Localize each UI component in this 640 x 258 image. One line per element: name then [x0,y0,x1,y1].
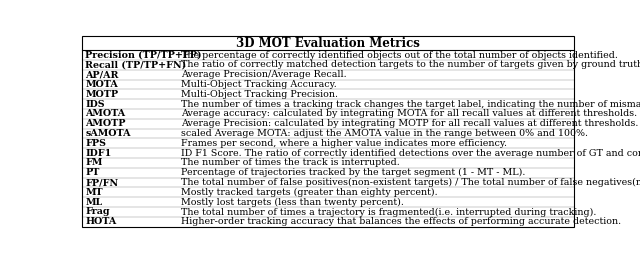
Text: Percentage of trajectories tracked by the target segment (1 - MT - ML).: Percentage of trajectories tracked by th… [181,168,525,177]
Text: AMOTA: AMOTA [86,109,125,118]
Text: The total number of false positives(non-existent targets) / The total number of : The total number of false positives(non-… [181,178,640,187]
Text: IDS: IDS [86,100,105,109]
Text: Precision (TP/TP+FP): Precision (TP/TP+FP) [86,51,202,60]
Text: MOTP: MOTP [86,90,118,99]
Text: Multi-Object Tracking Precision.: Multi-Object Tracking Precision. [181,90,338,99]
Text: MOTA: MOTA [86,80,118,89]
Text: The number of times a tracking track changes the target label, indicating the nu: The number of times a tracking track cha… [181,100,640,109]
Text: PT: PT [86,168,100,177]
Text: The percentage of correctly identified objects out of the total number of object: The percentage of correctly identified o… [181,51,618,60]
Text: Mostly lost targets (less than twenty percent).: Mostly lost targets (less than twenty pe… [181,198,404,207]
Text: AP/AR: AP/AR [86,70,119,79]
Text: sAMOTA: sAMOTA [86,129,131,138]
Text: ID F1 Score. The ratio of correctly identified detections over the average numbe: ID F1 Score. The ratio of correctly iden… [181,149,640,158]
Text: HOTA: HOTA [86,217,116,226]
Text: The number of times the track is interrupted.: The number of times the track is interru… [181,158,400,167]
Text: Frames per second, where a higher value indicates more efficiency.: Frames per second, where a higher value … [181,139,508,148]
Text: The total number of times a trajectory is fragmented(i.e. interrupted during tra: The total number of times a trajectory i… [181,207,596,216]
Text: scaled Average MOTA: adjust the AMOTA value in the range between 0% and 100%.: scaled Average MOTA: adjust the AMOTA va… [181,129,588,138]
Text: Average accuracy: calculated by integrating MOTA for all recall values at differ: Average accuracy: calculated by integrat… [181,109,637,118]
Text: Average Precision/Average Recall.: Average Precision/Average Recall. [181,70,347,79]
Text: Higher-order tracking accuracy that balances the effects of performing accurate : Higher-order tracking accuracy that bala… [181,217,621,226]
Text: AMOTP: AMOTP [86,119,126,128]
Text: Average Precision: calculated by integrating MOTP for all recall values at diffe: Average Precision: calculated by integra… [181,119,639,128]
Text: Recall (TP/TP+FN): Recall (TP/TP+FN) [86,60,187,69]
Text: FPS: FPS [86,139,106,148]
Text: MT: MT [86,188,103,197]
Text: IDF1: IDF1 [86,149,112,158]
Text: ML: ML [86,198,102,207]
Text: Frag: Frag [86,207,110,216]
Text: FM: FM [86,158,103,167]
Text: FP/FN: FP/FN [86,178,118,187]
Text: The ratio of correctly matched detection targets to the number of targets given : The ratio of correctly matched detection… [181,60,640,69]
Text: Mostly tracked targets (greater than eighty percent).: Mostly tracked targets (greater than eig… [181,188,438,197]
Text: 3D MOT Evaluation Metrics: 3D MOT Evaluation Metrics [236,37,420,50]
Text: Multi-Object Tracking Accuracy.: Multi-Object Tracking Accuracy. [181,80,337,89]
